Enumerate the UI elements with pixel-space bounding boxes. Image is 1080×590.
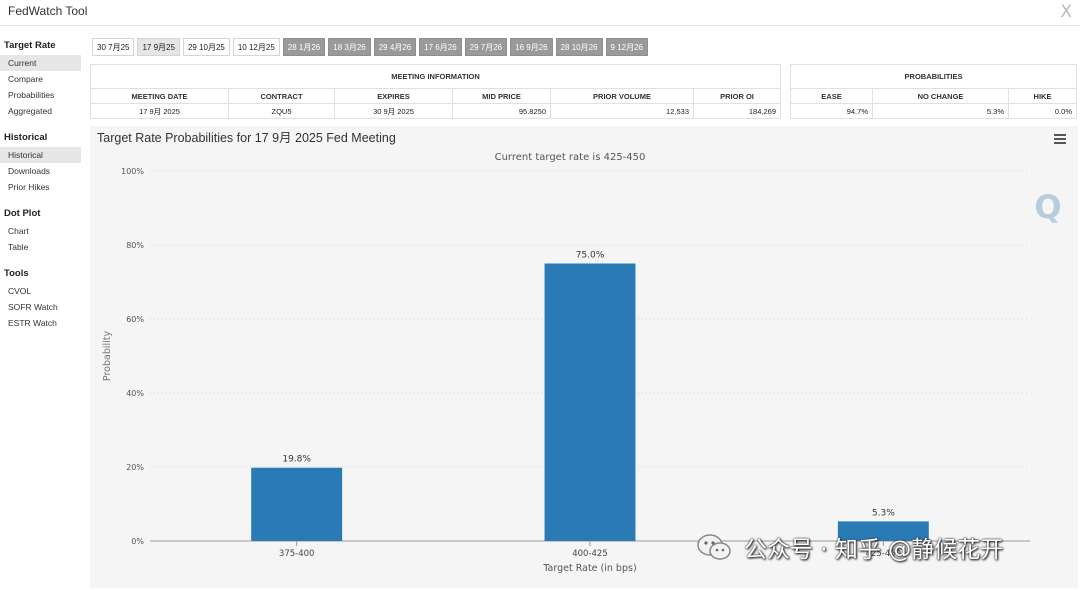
column-header: EASE [790,88,873,104]
meeting-tab[interactable]: 18 3月26 [328,38,371,56]
meeting-tab[interactable]: 17 9月25 [137,38,180,56]
watermark-text: 公众号 · 知乎 @静候花开 [744,537,1004,563]
y-tick-label: 60% [126,315,144,324]
sidebar-item-chart[interactable]: Chart [8,226,29,236]
meeting-tab[interactable]: 29 10月25 [182,38,230,56]
meeting-tab[interactable]: 10 12月25 [232,38,280,56]
data-label: 75.0% [576,251,605,261]
sidebar-section-title: Historical [4,132,48,143]
y-tick-label: 20% [126,463,144,472]
meeting-information-table: MEETING INFORMATION MEETING DATE CONTRACT… [89,64,782,119]
x-tick-label: 375-400 [279,549,315,559]
data-label: 5.3% [872,508,895,518]
column-header: CONTRACT [228,88,335,104]
column-header: NO CHANGE [872,88,1009,104]
sidebar-item-cvol[interactable]: CVOL [8,286,32,296]
sidebar-item-table[interactable]: Table [8,242,29,252]
table-cell: 30 9月 2025 [334,103,453,119]
sidebar-group-dot-plot: Dot Plot Chart Table [0,204,84,255]
sidebar-item-sofr-watch[interactable]: SOFR Watch [8,302,58,312]
sidebar-item-probabilities[interactable]: Probabilities [8,90,55,100]
column-header: HIKE [1007,88,1078,104]
probabilities-header: PROBABILITIES [789,64,1078,89]
data-label: 19.8% [282,455,311,465]
sidebar: Target Rate Current Compare Probabilities Ag… [0,36,84,340]
table-cell: 94.7% [790,103,873,119]
brand-logo-icon: Q [1034,188,1061,226]
chart-menu-icon[interactable] [1054,134,1066,146]
sidebar-section-title: Target Rate [4,40,56,51]
y-tick-label: 0% [131,537,144,546]
table-cell: 95.8250 [452,103,551,119]
table-cell: 17 9月 2025 [90,103,229,119]
sidebar-item-prior-hikes[interactable]: Prior Hikes [8,182,50,192]
probabilities-table: PROBABILITIES EASE NO CHANGE HIKE 94.7% 5.3… [789,64,1078,119]
y-tick-label: 40% [126,389,144,398]
bar-400-425 [544,263,636,541]
sidebar-item-downloads[interactable]: Downloads [8,166,51,176]
meeting-tab[interactable]: 28 10月26 [555,38,603,56]
sidebar-section-title: Dot Plot [4,208,41,219]
meeting-tab[interactable]: 30 7月25 [92,38,135,56]
meeting-date-tabs: 30 7月25 17 9月25 29 10月25 10 12月25 28 1月26 18 … [92,38,648,56]
x-tick-label: 400-425 [572,549,608,559]
meeting-tab[interactable]: 29 7月26 [464,38,508,56]
sidebar-group-tools: Tools CVOL SOFR Watch ESTR Watch [0,264,84,331]
sidebar-item-estr-watch[interactable]: ESTR Watch [8,318,57,328]
close-button[interactable]: X [1060,2,1072,22]
column-header: MID PRICE [452,88,551,104]
table-cell: 12,533 [550,103,694,119]
bar-375-400 [251,467,343,541]
y-axis-title: Probability [102,331,113,382]
meeting-tab[interactable]: 16 9月26 [510,38,553,56]
chart-panel: Target Rate Probabilities for 17 9月 2025… [90,126,1078,588]
meeting-information-header: MEETING INFORMATION [89,64,782,89]
table-cell: ZQU5 [228,103,335,119]
sidebar-section-title: Tools [4,268,29,279]
meeting-tab[interactable]: 17 6月26 [419,38,462,56]
meeting-tab[interactable]: 28 1月26 [282,38,326,56]
y-tick-label: 80% [126,241,144,250]
column-header: EXPIRES [334,88,453,104]
app-title: FedWatch Tool [8,4,88,18]
table-cell: 0.0% [1007,103,1078,119]
chart-title: Target Rate Probabilities for 17 9月 2025… [97,131,396,145]
bar-425-450 [837,521,929,541]
sidebar-group-historical: Historical Historical Downloads Prior Hikes [0,128,84,195]
y-tick-label: 100% [121,167,144,176]
table-cell: 184,269 [692,103,782,119]
column-header: PRIOR VOLUME [550,88,694,104]
table-cell: 5.3% [872,103,1009,119]
wechat-icon [697,534,731,560]
meeting-tab[interactable]: 29 4月26 [373,38,417,56]
sidebar-group-target-rate: Target Rate Current Compare Probabilities Ag… [0,36,84,119]
sidebar-item-compare[interactable]: Compare [8,74,43,84]
meeting-tab[interactable]: 9 12月26 [605,38,648,56]
x-tick-label: 425-450 [866,549,902,559]
sidebar-item-current[interactable]: Current [0,55,81,71]
watermark: 公众号 · 知乎 @静候花开 [696,528,1056,568]
column-header: PRIOR OI [692,88,782,104]
title-bar: FedWatch Tool X [0,0,1080,26]
column-header: MEETING DATE [90,88,229,104]
probability-bar-chart: Target Rate Probabilities for 17 9月 2025… [97,131,1062,574]
x-axis-title: Target Rate (in bps) [542,563,636,574]
chart-subtitle: Current target rate is 425-450 [495,152,646,163]
sidebar-item-historical[interactable]: Historical [0,147,81,163]
sidebar-item-aggregated[interactable]: Aggregated [8,106,52,116]
